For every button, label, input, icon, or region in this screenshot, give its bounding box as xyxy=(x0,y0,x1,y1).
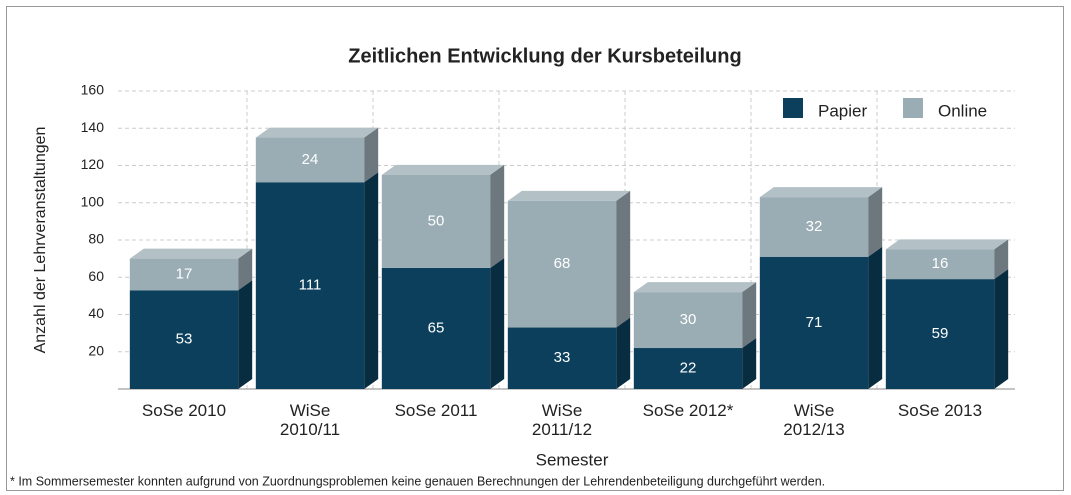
x-tick-label: SoSe 2012* xyxy=(642,401,734,420)
bar-top xyxy=(129,248,253,259)
value-label: 53 xyxy=(176,331,193,348)
bar-top xyxy=(759,187,883,198)
y-axis-label: Anzahl der Lehrveranstaltungen xyxy=(32,127,49,354)
bar-side xyxy=(238,280,253,389)
bar xyxy=(507,327,617,389)
value-label: 111 xyxy=(299,277,322,294)
value-label: 16 xyxy=(932,255,949,272)
y-tick-label: 120 xyxy=(81,156,105,172)
x-tick-label: SoSe 2010 xyxy=(141,401,227,420)
x-tick-label: WiSe 2010/11 xyxy=(279,401,341,439)
y-tick-label: 60 xyxy=(88,268,104,284)
legend-swatch xyxy=(783,98,803,118)
bar-side xyxy=(868,246,883,389)
y-tick-label: 100 xyxy=(81,193,105,209)
bar-top xyxy=(381,164,505,175)
value-label: 71 xyxy=(806,314,823,331)
bar xyxy=(759,256,869,389)
bar xyxy=(129,290,239,389)
bar-top xyxy=(507,190,631,201)
value-label: 32 xyxy=(806,218,823,235)
value-label: 68 xyxy=(554,255,571,272)
bar xyxy=(759,197,869,257)
value-label: 59 xyxy=(932,325,949,342)
bar xyxy=(885,279,995,389)
bar-top xyxy=(255,127,379,138)
y-tick-label: 80 xyxy=(88,231,104,247)
value-label: 65 xyxy=(428,319,445,336)
legend-swatch xyxy=(903,98,923,118)
x-tick-label: WiSe 2012/13 xyxy=(783,401,845,439)
y-tick-label: 20 xyxy=(88,342,104,358)
y-tick-label: 160 xyxy=(81,82,105,98)
bar-side xyxy=(364,172,379,389)
bar-side xyxy=(994,239,1009,280)
bar-top xyxy=(885,239,1009,250)
bar xyxy=(255,137,365,183)
bar-side xyxy=(994,269,1009,389)
bar xyxy=(255,182,365,389)
bar xyxy=(885,249,995,280)
bar xyxy=(633,348,743,389)
bar-side xyxy=(868,187,883,257)
bar xyxy=(129,258,239,291)
bar-side xyxy=(238,248,253,291)
bar xyxy=(507,200,617,328)
value-label: 22 xyxy=(680,359,697,376)
bar xyxy=(633,292,743,349)
bar-side xyxy=(616,190,631,328)
bar-side xyxy=(742,282,757,349)
x-tick-label: SoSe 2011 xyxy=(394,401,478,420)
value-label: 30 xyxy=(680,311,697,328)
y-tick-label: 140 xyxy=(81,119,105,135)
bar xyxy=(381,267,491,389)
bar-side xyxy=(616,317,631,389)
value-label: 33 xyxy=(554,349,571,366)
bar-side xyxy=(490,257,505,389)
x-tick-label: WiSe 2011/12 xyxy=(531,401,593,439)
legend-label: Papier xyxy=(818,101,867,120)
bar-side xyxy=(364,127,379,183)
bar-side xyxy=(742,338,757,389)
chart-title: Zeitlichen Entwicklung der Kursbeteilung xyxy=(348,45,741,67)
value-label: 24 xyxy=(302,151,319,168)
x-axis-label: Semester xyxy=(536,450,609,469)
bar xyxy=(381,174,491,268)
bar-top xyxy=(633,282,757,293)
x-tick-label: SoSe 2013 xyxy=(897,401,983,420)
value-label: 17 xyxy=(176,265,193,282)
bar-side xyxy=(490,164,505,268)
value-label: 50 xyxy=(428,212,445,229)
legend-label: Online xyxy=(938,101,987,120)
y-tick-label: 40 xyxy=(88,305,104,321)
footnote: * Im Sommersemester konnten aufgrund von… xyxy=(10,474,825,488)
